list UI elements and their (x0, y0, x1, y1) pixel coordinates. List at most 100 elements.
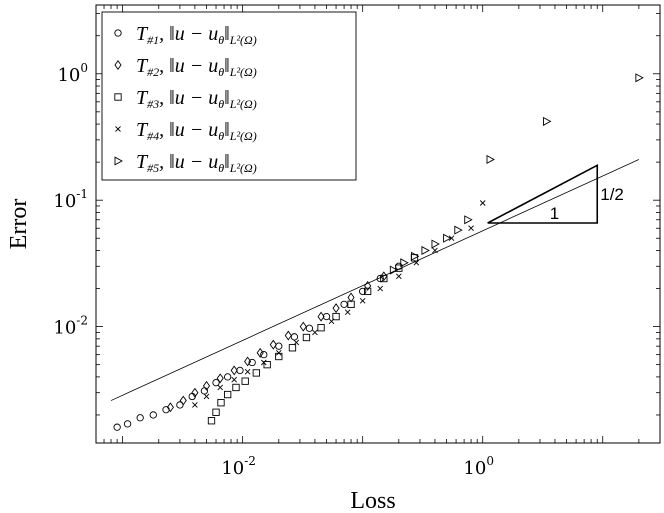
axis-ticks: 10-2 100 10-2 10-1 100 (53, 5, 661, 479)
y-tick-label: 10-1 (53, 187, 88, 212)
data-point (288, 344, 297, 352)
reference-slope-line (110, 159, 640, 401)
data-point (244, 356, 252, 367)
data-point (464, 215, 473, 225)
data-point (217, 399, 225, 407)
data-point (322, 312, 331, 321)
data-point (260, 350, 268, 359)
data-point (207, 417, 216, 425)
data-point (340, 300, 348, 308)
y-axis-label: Error (6, 199, 32, 250)
data-point (232, 383, 240, 392)
data-point (431, 239, 440, 249)
plot-frame (95, 4, 661, 444)
data-point (192, 402, 198, 408)
y-tick-label: 10-2 (53, 314, 88, 339)
data-point (317, 324, 325, 332)
data-point (359, 287, 367, 296)
data-point (400, 258, 409, 268)
data-point (413, 259, 420, 266)
legend-marker (114, 29, 122, 37)
data-point (162, 406, 170, 414)
legend-label: T#5, ‖u − uθ‖L²(Ω) (136, 151, 257, 175)
x-tick-label: 10-2 (221, 454, 256, 479)
data-point (344, 309, 351, 316)
data-point (317, 311, 325, 322)
data-point (421, 245, 430, 256)
data-point (217, 384, 224, 391)
reference-line (110, 159, 640, 401)
legend: T#1, ‖u − uθ‖L²(Ω) T#2, ‖u − uθ‖L²(Ω) T#3,… (101, 11, 357, 181)
legend-box (101, 11, 357, 181)
data-point (312, 329, 318, 336)
data-point (212, 408, 220, 416)
slope-rise-label: 1/2 (600, 185, 624, 204)
data-point (377, 285, 384, 292)
data-point (395, 264, 403, 272)
data-point (543, 116, 552, 126)
data-point (432, 247, 438, 254)
data-point (635, 73, 644, 83)
slope-run-label: 1 (550, 204, 559, 223)
data-point (200, 387, 209, 395)
data-point (113, 423, 121, 431)
data-point (224, 390, 232, 399)
data-point (328, 318, 335, 325)
data-point (136, 414, 144, 422)
data-point (216, 373, 224, 384)
data-point (293, 339, 300, 346)
data-point (380, 274, 388, 283)
data-point (332, 312, 340, 321)
data-point (252, 369, 260, 377)
y-tick-label: 100 (57, 61, 88, 86)
data-point (202, 380, 211, 391)
data-point (224, 373, 232, 381)
legend-marker (114, 93, 122, 101)
data-point (302, 333, 311, 342)
data-point (448, 235, 455, 242)
data-point (263, 361, 271, 369)
data-point (191, 387, 199, 398)
data-point (411, 251, 420, 261)
data-point (241, 377, 249, 385)
series-5 (389, 73, 644, 275)
slope-triangle-shape (487, 163, 599, 224)
data-point (231, 376, 238, 383)
data-point (275, 350, 282, 356)
data-point (248, 358, 256, 367)
legend-label: T#3, ‖u − uθ‖L²(Ω) (136, 87, 257, 111)
legend-marker (114, 60, 122, 70)
data-point (203, 393, 210, 400)
data-point (275, 342, 283, 350)
data-point (363, 287, 372, 296)
data-point (260, 359, 267, 366)
data-point (395, 273, 402, 280)
data-point (256, 347, 264, 358)
legend-marker (115, 126, 121, 132)
data-point (244, 368, 251, 375)
data-point (443, 233, 452, 243)
series-2 (166, 271, 388, 413)
x-tick-label: 100 (463, 454, 494, 479)
data-point (347, 300, 355, 308)
series-4 (192, 200, 486, 408)
data-marks (113, 73, 644, 431)
data-point (364, 280, 372, 291)
data-point (179, 395, 187, 406)
legend-label: T#4, ‖u − uθ‖L²(Ω) (136, 119, 257, 143)
legend-label: T#2, ‖u − uθ‖L²(Ω) (136, 55, 257, 79)
data-point (290, 333, 299, 341)
series-1 (113, 262, 403, 431)
data-point (269, 339, 277, 350)
data-point (305, 324, 314, 332)
legend-marker (114, 156, 123, 166)
data-point (299, 321, 307, 332)
data-point (359, 297, 366, 304)
slope-triangle: 1 1/2 (487, 163, 624, 224)
data-point (230, 365, 238, 376)
data-point (389, 265, 399, 275)
data-point (236, 366, 244, 375)
data-point (275, 352, 283, 361)
data-point (212, 379, 220, 387)
